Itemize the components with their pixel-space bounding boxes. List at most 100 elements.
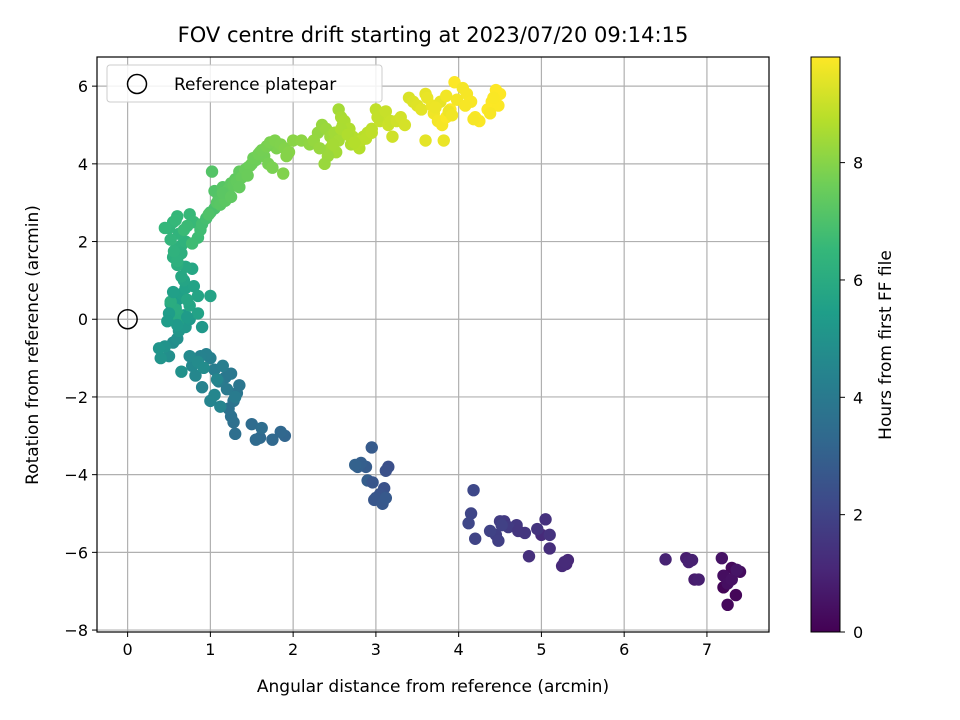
x-axis-label: Angular distance from reference (arcmin) bbox=[257, 677, 609, 697]
scatter-point bbox=[164, 233, 177, 246]
scatter-point bbox=[730, 563, 743, 577]
scatter-point bbox=[224, 367, 238, 380]
scatter-point bbox=[558, 555, 571, 569]
scatter-point bbox=[185, 237, 199, 250]
y-tick-label: 4 bbox=[78, 155, 88, 174]
scatter-point bbox=[214, 400, 227, 413]
scatter-point bbox=[204, 289, 217, 303]
grid-lines bbox=[97, 57, 769, 632]
scatter-point bbox=[659, 553, 672, 566]
scatter-point bbox=[462, 517, 475, 530]
x-tick-label: 6 bbox=[619, 640, 629, 659]
y-tick-label: 2 bbox=[78, 233, 88, 252]
scatter-point bbox=[495, 518, 508, 532]
scatter-point bbox=[379, 105, 393, 118]
scatter-point bbox=[154, 351, 167, 365]
scatter-point bbox=[220, 382, 234, 396]
scatter-point bbox=[685, 553, 699, 567]
scatter-point bbox=[266, 433, 279, 446]
scatter-point bbox=[483, 524, 497, 538]
y-tick-label: −4 bbox=[64, 466, 88, 485]
scatter-point bbox=[467, 112, 480, 126]
y-tick-label: 6 bbox=[78, 77, 88, 96]
scatter-points bbox=[152, 76, 747, 612]
scatter-point bbox=[171, 254, 184, 268]
scatter-point bbox=[249, 433, 263, 446]
colorbar bbox=[810, 56, 841, 633]
scatter-point bbox=[543, 542, 556, 555]
y-axis-label: Rotation from reference (arcmin) bbox=[23, 205, 43, 485]
scatter-point bbox=[539, 513, 552, 526]
scatter-point bbox=[349, 458, 362, 472]
scatter-point bbox=[195, 320, 209, 334]
scatter-point bbox=[245, 417, 258, 431]
scatter-point bbox=[419, 134, 432, 147]
x-tick-label: 3 bbox=[371, 640, 381, 659]
colorbar-tick-label: 8 bbox=[853, 154, 863, 173]
scatter-point bbox=[274, 425, 287, 439]
scatter-point bbox=[469, 532, 482, 545]
chart-title: FOV centre drift starting at 2023/07/20 … bbox=[178, 23, 689, 47]
y-tick-label: −6 bbox=[64, 543, 88, 562]
x-tick-label: 4 bbox=[454, 640, 464, 659]
scatter-point bbox=[152, 342, 166, 355]
scatter-point bbox=[161, 314, 174, 328]
scatter-point bbox=[313, 142, 326, 155]
scatter-point bbox=[692, 573, 705, 586]
scatter-point bbox=[440, 89, 453, 103]
scatter-point bbox=[167, 245, 181, 258]
y-tick-label: 0 bbox=[78, 310, 88, 329]
scatter-point bbox=[280, 149, 293, 163]
scatter-point bbox=[365, 126, 378, 139]
scatter-point bbox=[398, 118, 412, 132]
y-tick-label: −8 bbox=[64, 621, 88, 640]
scatter-point bbox=[729, 588, 743, 602]
plot-frame bbox=[96, 56, 770, 633]
x-tick-label: 2 bbox=[288, 640, 298, 659]
scatter-point bbox=[210, 373, 224, 386]
colorbar-tick-label: 4 bbox=[853, 388, 863, 407]
scatter-point bbox=[379, 464, 393, 477]
reference-platepar-marker bbox=[117, 308, 138, 330]
scatter-point bbox=[175, 270, 188, 283]
scatter-point bbox=[348, 136, 361, 149]
scatter-point bbox=[522, 550, 536, 563]
x-tick-label: 5 bbox=[536, 640, 546, 659]
scatter-point bbox=[202, 208, 215, 221]
scatter-point bbox=[366, 476, 379, 489]
scatter-point bbox=[725, 573, 738, 586]
x-axis-ticks: 0 1 2 3 4 5 6 7 bbox=[123, 632, 712, 659]
scatter-point bbox=[187, 280, 201, 293]
scatter-point bbox=[464, 507, 478, 520]
scatter-point bbox=[191, 307, 205, 320]
scatter-point bbox=[266, 161, 279, 174]
scatter-point bbox=[233, 379, 246, 392]
colorbar-tick-label: 0 bbox=[853, 623, 863, 642]
scatter-point bbox=[386, 130, 399, 143]
scatter-point bbox=[255, 421, 268, 435]
scatter-point bbox=[169, 213, 182, 227]
scatter-point bbox=[197, 361, 210, 375]
scatter-point bbox=[437, 134, 450, 147]
scatter-point bbox=[415, 103, 428, 116]
x-tick-label: 1 bbox=[205, 640, 215, 659]
y-tick-label: −2 bbox=[64, 388, 88, 407]
scatter-point bbox=[487, 91, 500, 104]
scatter-point bbox=[224, 190, 238, 204]
scatter-point bbox=[175, 365, 188, 378]
scatter-point bbox=[483, 107, 497, 120]
scatter-point bbox=[158, 221, 172, 235]
scatter-point bbox=[171, 318, 184, 332]
legend-box bbox=[106, 64, 383, 103]
scatter-point bbox=[492, 534, 505, 547]
scatter-point bbox=[166, 285, 180, 299]
colorbar-tick-label: 6 bbox=[853, 271, 863, 290]
scatter-point bbox=[467, 483, 480, 497]
scatter-point bbox=[721, 598, 734, 612]
scatter-point bbox=[326, 138, 340, 151]
scatter-point bbox=[208, 388, 221, 402]
scatter-point bbox=[459, 99, 472, 112]
scatter-point bbox=[216, 359, 229, 373]
scatter-point bbox=[229, 390, 242, 404]
